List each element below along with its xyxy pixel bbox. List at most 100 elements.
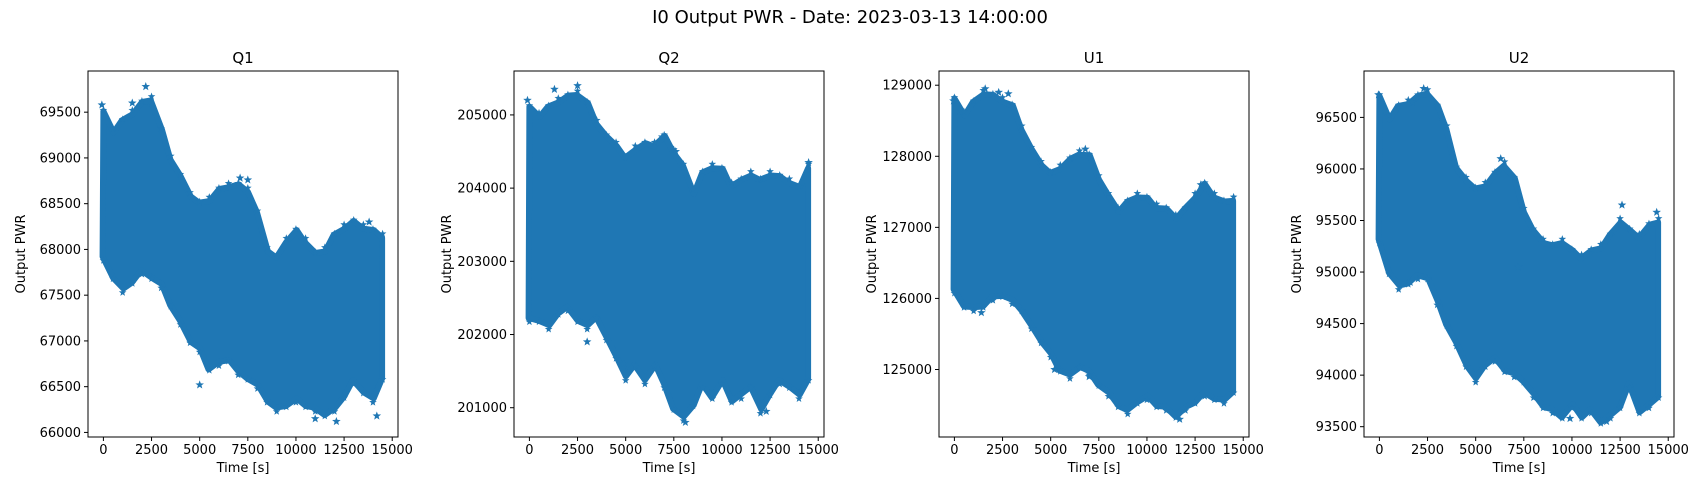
data-point (994, 87, 1003, 96)
data-point (1172, 413, 1180, 421)
data-point (1616, 214, 1624, 222)
y-tick-label: 204000 (457, 182, 507, 197)
data-point (660, 383, 668, 391)
data-point (1385, 111, 1393, 119)
data-point (1423, 85, 1432, 93)
data-point (176, 170, 185, 178)
data-point (747, 167, 755, 175)
data-point (1181, 203, 1190, 211)
x-tick-label: 7500 (1507, 443, 1540, 458)
data-point (235, 173, 245, 182)
y-tick-label: 202000 (457, 328, 507, 343)
x-tick-label: 10000 (275, 443, 316, 458)
data-point (766, 167, 774, 175)
data-band-u1 (950, 91, 1237, 420)
data-point (1152, 200, 1161, 208)
data-point (698, 167, 707, 175)
data-point (1568, 404, 1576, 412)
data-point (128, 106, 137, 114)
data-point (244, 375, 252, 383)
data-point (1220, 399, 1228, 407)
y-axis-label: Output PWR (1290, 214, 1305, 293)
data-point (205, 193, 214, 201)
data-point (282, 402, 291, 411)
data-point (660, 130, 668, 139)
data-point (795, 182, 803, 190)
data-point (1616, 404, 1624, 412)
data-point (1081, 144, 1090, 153)
data-point (795, 394, 803, 402)
data-point (1606, 229, 1615, 238)
plot-frame (938, 70, 1250, 438)
x-tick-label: 12500 (1174, 443, 1215, 458)
data-point (1133, 399, 1142, 407)
subplot-title: U1 (1084, 49, 1105, 67)
data-point (147, 274, 156, 283)
data-point (1645, 219, 1653, 227)
data-point (1587, 245, 1596, 253)
data-point (1568, 245, 1576, 253)
data-point (1181, 406, 1190, 414)
data-point (1565, 413, 1575, 423)
data-point (1200, 178, 1209, 186)
x-tick-label: 15000 (1223, 443, 1264, 458)
x-axis-label: Time [s] (1492, 461, 1546, 476)
x-tick-label: 2500 (561, 443, 594, 458)
data-point (1114, 203, 1122, 211)
x-tick-label: 2500 (986, 443, 1019, 458)
data-point (1414, 275, 1422, 283)
x-tick-label: 2500 (135, 443, 168, 458)
data-point (602, 336, 611, 344)
y-tick-label: 66000 (40, 426, 81, 441)
data-point (1606, 414, 1615, 422)
x-tick-label: 7500 (1082, 443, 1115, 458)
data-point (689, 402, 697, 410)
data-point (340, 393, 348, 402)
data-point (272, 252, 281, 260)
data-point (166, 151, 175, 160)
data-point (1162, 203, 1171, 211)
y-tick-label: 96000 (1316, 162, 1357, 177)
y-tick-label: 128000 (882, 150, 932, 165)
data-point (525, 317, 534, 326)
data-point (1635, 409, 1644, 417)
data-point (1210, 395, 1219, 404)
data-point (535, 108, 543, 117)
data-point (573, 317, 582, 326)
data-point (1539, 235, 1547, 243)
data-point (330, 407, 339, 415)
data-point (977, 308, 986, 317)
subplot-q2: 0 2500 5000 7500 10000 12500 15000 201000 202000… (440, 49, 839, 476)
data-point (583, 97, 591, 106)
y-tick-label: 68500 (40, 197, 81, 212)
data-point (118, 288, 127, 296)
data-point (1654, 214, 1663, 222)
data-point (1414, 90, 1422, 99)
x-tick-label: 0 (99, 443, 107, 458)
data-point (1200, 392, 1209, 400)
data-point (1220, 196, 1228, 204)
x-tick-label: 15000 (372, 443, 413, 458)
data-point (1008, 100, 1016, 108)
data-point (1500, 157, 1509, 166)
y-axis-label: Output PWR (440, 214, 455, 293)
data-point (718, 163, 726, 172)
data-point (1196, 180, 1206, 189)
data-point (1548, 240, 1557, 248)
y-tick-label: 125000 (882, 363, 932, 378)
data-point (205, 366, 214, 374)
data-point (1385, 270, 1393, 278)
plot-frame (513, 70, 825, 438)
data-point (1491, 357, 1499, 365)
x-tick-label: 10000 (1551, 443, 1592, 458)
y-tick-label: 127000 (882, 221, 932, 236)
data-point (1419, 84, 1428, 93)
subplot-title: Q2 (658, 49, 679, 67)
data-point (1539, 404, 1547, 412)
data-point (157, 284, 165, 292)
data-point (215, 361, 223, 370)
data-point (1625, 383, 1634, 391)
data-point (1084, 372, 1094, 381)
data-point (1008, 299, 1016, 308)
data-point (775, 171, 784, 179)
